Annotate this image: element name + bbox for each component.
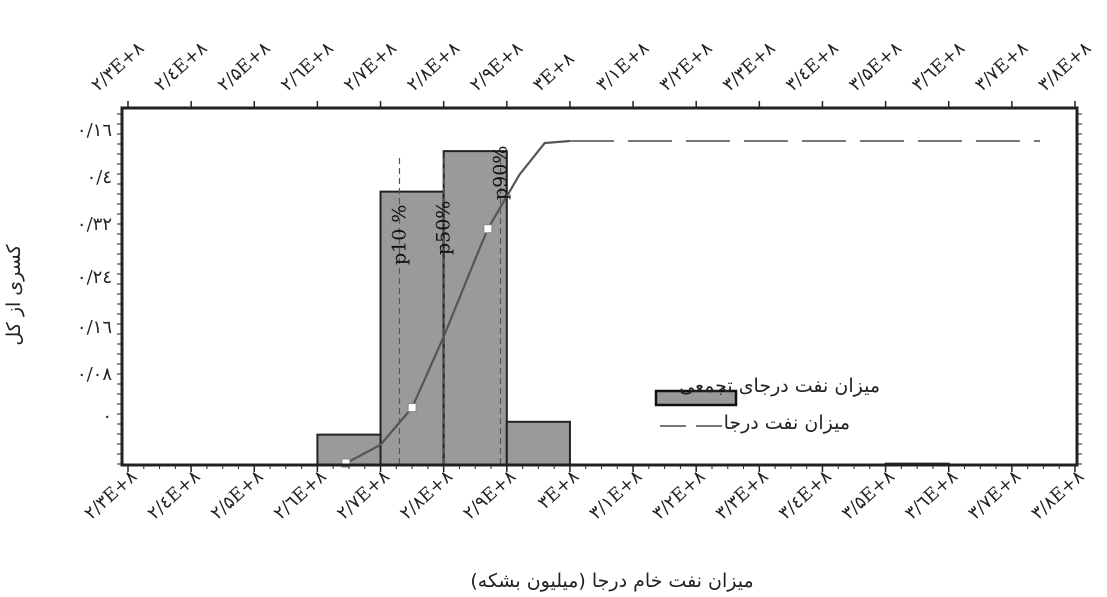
histogram-bars (316, 150, 950, 466)
x-tick-label-bottom-13: ۳/٦E+۸ (901, 466, 962, 524)
x-tick-label-bottom-7: ۳E+۸ (534, 466, 584, 514)
y-tick-label-0: ۰ (102, 406, 112, 427)
plot-frame (120, 106, 1079, 467)
x-tick-label-bottom-1: ۲/٤E+۸ (143, 466, 204, 524)
y-tick-label-2: ۰/۱٦ (77, 317, 112, 338)
x-tick-label-bottom-4: ۲/۷E+۸ (333, 466, 394, 524)
legend-label-histogram: میزان نفت درجای تجمعی (679, 375, 880, 397)
histogram-bar-1 (379, 190, 445, 466)
x-tick-label-top-4: ۲/۷E+۸ (340, 38, 401, 96)
legend: میزان نفت درجای تجمعی میزان نفت درجا (654, 375, 880, 434)
x-tick-label-top-0: ۲/۳E+۸ (87, 38, 148, 96)
y-tick-label-4: ۰/۳۲ (77, 214, 112, 235)
x-tick-labels-top: ۲/۳E+۸ ۲/٤E+۸ ۲/۵E+۸ ۲/٦E+۸ ۲/۷E+۸ ۲/۸E+۸ ۲/۹E… (87, 38, 1095, 96)
x-tick-label-top-5: ۲/۸E+۸ (403, 38, 464, 96)
cumulative-marker-2 (483, 224, 493, 234)
legend-label-cumulative: میزان نفت درجا (724, 412, 850, 434)
x-tick-label-top-3: ۲/٦E+۸ (277, 38, 338, 96)
percentile-labels: p10 % p50% p90% (388, 146, 511, 265)
y-tick-label-6: ۰/۱٦ (77, 120, 112, 141)
x-tick-label-bottom-2: ۲/۵E+۸ (207, 466, 268, 524)
axis-ticks (117, 101, 1082, 472)
y-tick-label-3: ۰/۲٤ (77, 267, 112, 288)
y-tick-labels: ۰ ۰/۰۸ ۰/۱٦ ۰/۲٤ ۰/۳۲ ۰/٤ ۰/۱٦ (77, 120, 112, 427)
x-tick-label-top-12: ۳/۵E+۸ (845, 38, 906, 96)
x-tick-label-top-7: ۳E+۸ (529, 48, 579, 96)
x-tick-label-top-13: ۳/٦E+۸ (908, 38, 969, 96)
x-tick-label-top-14: ۳/۷E+۸ (971, 38, 1032, 96)
cumulative-curve (341, 139, 1040, 468)
x-tick-label-bottom-11: ۳/٤E+۸ (775, 466, 836, 524)
percentile-label-0: p10 % (388, 205, 410, 265)
x-tick-label-bottom-5: ۲/۸E+۸ (396, 466, 457, 524)
x-tick-label-top-15: ۳/۸E+۸ (1034, 38, 1095, 96)
cumulative-curve-rising (342, 139, 571, 466)
x-tick-label-top-2: ۲/۵E+۸ (214, 38, 275, 96)
percentile-label-2: p90% (489, 146, 511, 200)
x-tick-label-bottom-15: ۳/۸E+۸ (1027, 466, 1088, 524)
x-tick-label-bottom-10: ۳/۳E+۸ (712, 466, 773, 524)
x-tick-label-bottom-12: ۳/۵E+۸ (838, 466, 899, 524)
x-axis-title: میزان نفت خام درجا (میلیون بشکه) (470, 570, 753, 592)
x-tick-label-top-8: ۳/۱E+۸ (592, 38, 653, 96)
x-tick-label-bottom-3: ۲/٦E+۸ (270, 466, 331, 524)
x-tick-label-top-11: ۳/٤E+۸ (782, 38, 843, 96)
cumulative-marker-0 (341, 458, 351, 468)
percentile-label-1: p50% (433, 201, 455, 255)
x-tick-label-bottom-6: ۲/۹E+۸ (459, 466, 520, 524)
x-tick-label-bottom-9: ۳/۲E+۸ (648, 466, 709, 524)
histogram-bar-3 (505, 420, 571, 466)
y-axis-title: کسری از کل (3, 243, 25, 345)
x-tick-label-bottom-0: ۲/۳E+۸ (80, 466, 141, 524)
x-tick-label-top-6: ۲/۹E+۸ (466, 38, 527, 96)
x-tick-label-bottom-14: ۳/۷E+۸ (964, 466, 1025, 524)
x-tick-label-bottom-8: ۳/۱E+۸ (585, 466, 646, 524)
cumulative-marker-1 (407, 403, 417, 413)
x-tick-label-top-9: ۳/۲E+۸ (655, 38, 716, 96)
x-tick-labels-bottom: ۲/۳E+۸ ۲/٤E+۸ ۲/۵E+۸ ۲/٦E+۸ ۲/۷E+۸ ۲/۸E+۸ ۲/۹E… (80, 466, 1088, 524)
y-tick-label-1: ۰/۰۸ (77, 364, 112, 385)
y-tick-label-5: ۰/٤ (87, 167, 112, 188)
legend-swatch-histogram (654, 389, 738, 407)
x-tick-label-top-10: ۳/۳E+۸ (719, 38, 780, 96)
x-tick-label-top-1: ۲/٤E+۸ (150, 38, 211, 96)
